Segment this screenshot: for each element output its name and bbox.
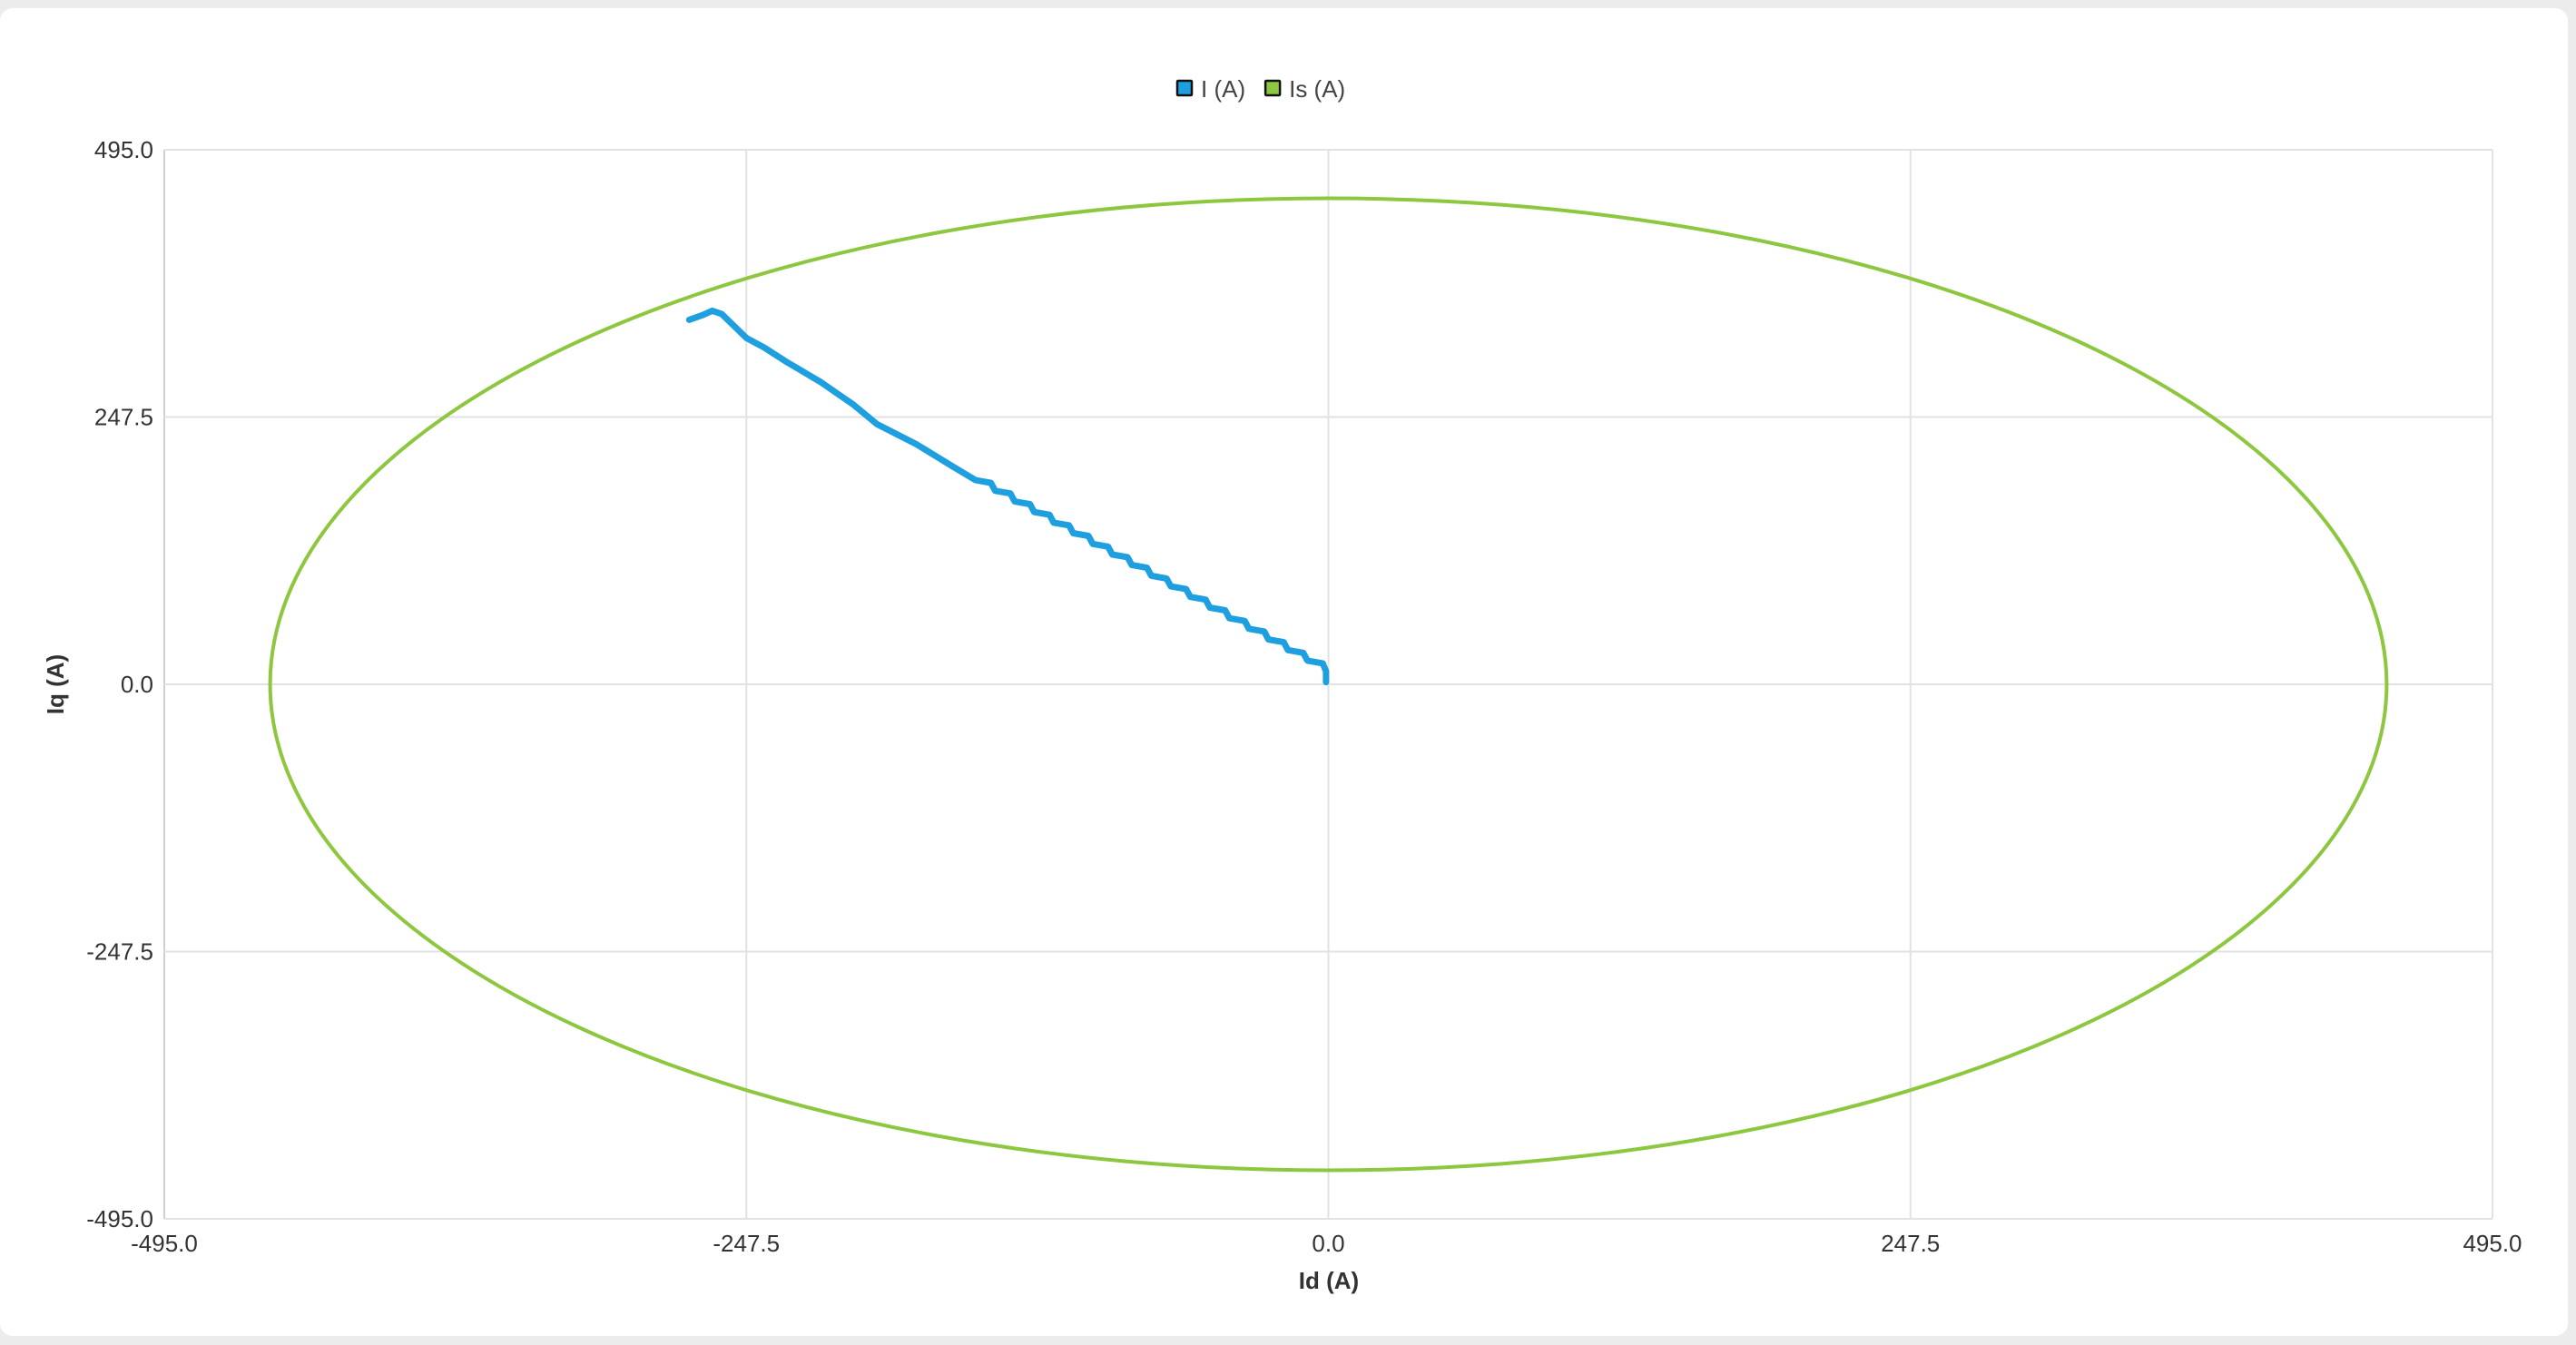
y-axis-label: Iq (A) [42,654,69,714]
y-tick-label: 495.0 [94,136,153,163]
legend-item-i-a-[interactable]: I (A) [1175,75,1245,103]
y-tick-label: -247.5 [86,938,153,966]
x-tick-label: -247.5 [713,1230,780,1257]
legend-swatch [1175,79,1194,97]
grid [163,149,2493,1220]
x-tick-label: 0.0 [1312,1230,1344,1257]
i-current-series [685,307,1330,686]
y-tick-label: 247.5 [94,404,153,431]
y-tick-label: -495.0 [86,1205,153,1232]
legend-item-is-a-[interactable]: Is (A) [1263,75,1345,103]
legend-label: I (A) [1201,75,1245,103]
tick-labels: -495.0 -247.5 0.0 247.5 495.0 495.0 247.5 0.0 -2… [86,136,2522,1257]
x-tick-label: -495.0 [131,1230,198,1257]
legend-label: Is (A) [1289,75,1345,103]
y-tick-label: 0.0 [121,671,153,698]
legend-swatch [1263,79,1282,97]
x-axis-label: Id (A) [1299,1267,1359,1294]
x-tick-label: 495.0 [2463,1230,2522,1257]
series [268,196,2389,1173]
is-circle-series [268,196,2389,1173]
chart-card [0,8,2568,1336]
x-tick-label: 247.5 [1881,1230,1940,1257]
legend[interactable]: I (A) Is (A) [1175,75,1345,103]
